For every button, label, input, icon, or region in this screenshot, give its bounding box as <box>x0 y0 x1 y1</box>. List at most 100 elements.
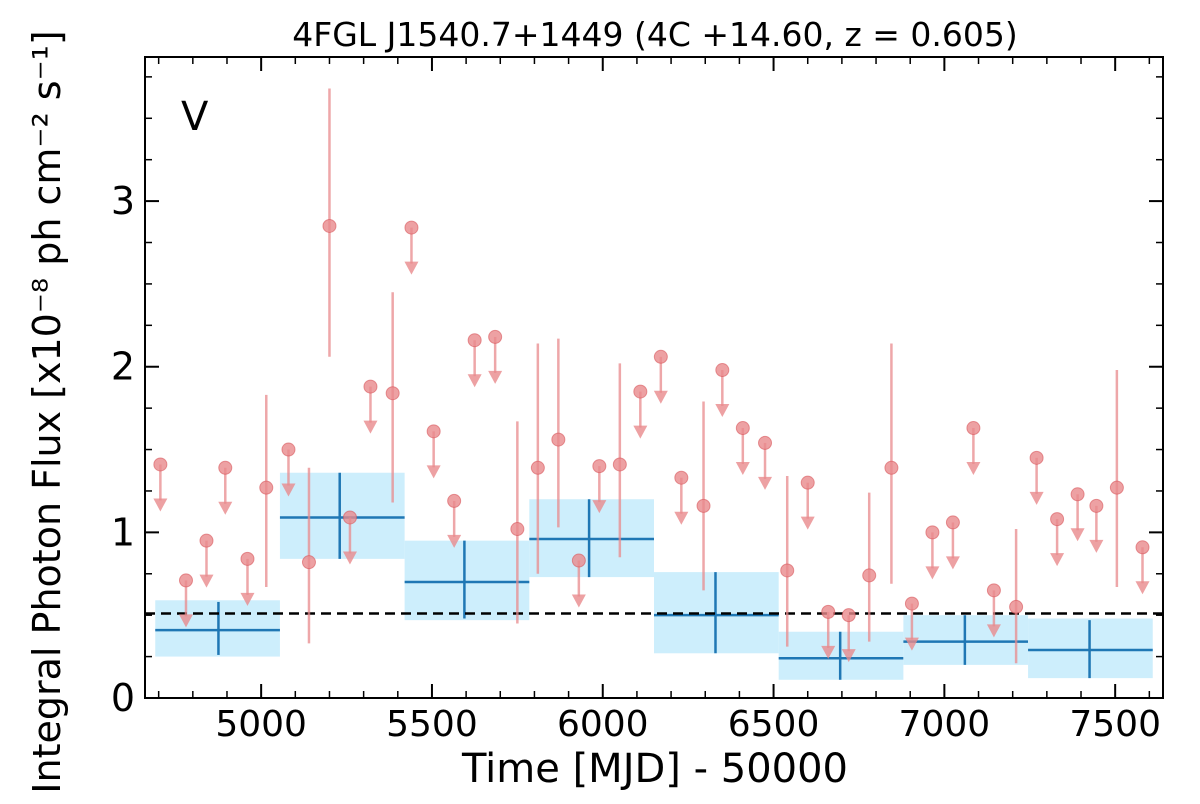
upper-limit-arrow-4 <box>240 592 255 606</box>
upper-limit-arrow-21 <box>800 516 815 530</box>
upper-limit-arrow-20 <box>758 476 773 490</box>
upper-limit-arrow-12 <box>488 370 503 384</box>
upper-limit-point-14 <box>592 459 607 474</box>
upper-limit-arrow-28 <box>986 624 1001 638</box>
y-tick-label-0: 0 <box>111 676 135 720</box>
upper-limit-point-6 <box>342 510 357 525</box>
detection-point-4 <box>510 522 525 537</box>
upper-limit-arrow-29 <box>1029 491 1044 505</box>
upper-limit-point-11 <box>467 333 482 348</box>
points-layer <box>153 88 1150 664</box>
upper-limit-point-8 <box>404 220 419 235</box>
x-tick-label-0: 5000 <box>215 704 307 745</box>
x-tick-label-3: 6500 <box>728 704 820 745</box>
x-tick-label-4: 7000 <box>899 704 991 745</box>
x-tick-label-5: 7500 <box>1069 704 1161 745</box>
upper-limit-arrow-24 <box>904 637 919 651</box>
bin-layer <box>155 472 1153 680</box>
upper-limit-arrow-32 <box>1089 539 1104 553</box>
upper-limit-arrow-13 <box>571 594 586 608</box>
upper-limit-arrow-9 <box>426 465 441 479</box>
upper-limit-point-5 <box>281 442 296 457</box>
detection-point-1 <box>301 555 316 570</box>
upper-limit-point-24 <box>904 596 919 611</box>
upper-limit-arrow-2 <box>199 574 214 588</box>
upper-limit-arrow-10 <box>447 534 462 548</box>
upper-limit-point-15 <box>633 384 648 399</box>
upper-limit-point-28 <box>986 583 1001 598</box>
upper-limit-point-0 <box>153 457 168 472</box>
upper-limit-point-2 <box>199 533 214 548</box>
upper-limit-point-31 <box>1070 487 1085 502</box>
upper-limit-arrow-3 <box>218 501 233 515</box>
detection-point-2 <box>322 218 337 233</box>
detection-point-0 <box>259 480 274 495</box>
upper-limit-arrow-31 <box>1070 528 1085 542</box>
upper-limit-point-13 <box>571 553 586 568</box>
upper-limit-point-16 <box>653 349 668 364</box>
upper-limit-point-12 <box>488 329 503 344</box>
x-tick-label-2: 6000 <box>557 704 649 745</box>
upper-limit-arrow-25 <box>925 566 940 580</box>
upper-limit-arrow-18 <box>715 404 730 418</box>
upper-limit-point-30 <box>1050 512 1065 527</box>
y-axis-label: Integral Photon Flux [x10⁻⁸ ph cm⁻² s⁻¹] <box>25 30 69 793</box>
upper-limit-point-22 <box>821 604 836 619</box>
upper-limit-point-26 <box>945 515 960 530</box>
upper-limit-arrow-0 <box>153 498 168 512</box>
upper-limit-point-29 <box>1029 450 1044 465</box>
bin-box-1 <box>279 472 405 559</box>
upper-limit-arrow-17 <box>674 511 689 525</box>
upper-limit-arrow-7 <box>363 420 378 434</box>
upper-limit-arrow-5 <box>281 483 296 497</box>
upper-limit-arrow-23 <box>841 649 856 663</box>
detection-point-8 <box>696 498 711 513</box>
upper-limit-point-4 <box>240 551 255 566</box>
upper-limit-point-10 <box>447 493 462 508</box>
upper-limit-point-1 <box>178 573 193 588</box>
upper-limit-point-7 <box>363 379 378 394</box>
detection-point-10 <box>862 568 877 583</box>
axes-layer: 5000 5500 6000 6500 7000 7500 0 1 2 3 <box>111 56 1164 745</box>
upper-limit-point-3 <box>218 460 233 475</box>
upper-limit-arrow-22 <box>821 645 836 659</box>
upper-limit-point-21 <box>800 475 815 490</box>
detection-point-11 <box>884 460 899 475</box>
x-tick-label-1: 5500 <box>386 704 478 745</box>
y-tick-label-3: 3 <box>111 179 135 223</box>
detection-point-3 <box>385 386 400 401</box>
upper-limit-arrow-14 <box>592 500 607 514</box>
upper-limit-point-23 <box>841 608 856 623</box>
x-axis-label: Time [MJD] - 50000 <box>461 746 848 792</box>
detection-point-5 <box>530 460 545 475</box>
y-tick-label-1: 1 <box>111 510 135 554</box>
upper-limit-point-19 <box>735 421 750 436</box>
upper-limit-arrow-30 <box>1050 553 1065 567</box>
panel-annotation: V <box>181 94 209 140</box>
plot-frame <box>144 56 1164 699</box>
upper-limit-arrow-27 <box>966 462 981 476</box>
upper-limit-point-9 <box>426 424 441 439</box>
upper-limit-point-20 <box>758 435 773 450</box>
upper-limit-point-25 <box>925 525 940 540</box>
detection-point-13 <box>1109 480 1124 495</box>
upper-limit-point-27 <box>966 421 981 436</box>
upper-limit-point-18 <box>715 363 730 378</box>
upper-limit-arrow-6 <box>342 551 357 565</box>
upper-limit-point-17 <box>674 470 689 485</box>
upper-limit-arrow-26 <box>945 556 960 570</box>
y-tick-label-2: 2 <box>111 345 135 389</box>
upper-limit-arrow-15 <box>633 425 648 439</box>
upper-limit-point-33 <box>1135 540 1150 555</box>
upper-limit-arrow-16 <box>653 390 668 404</box>
detection-point-12 <box>1009 599 1024 614</box>
upper-limit-arrow-11 <box>467 374 482 388</box>
upper-limit-arrow-8 <box>404 261 419 275</box>
upper-limit-point-32 <box>1089 498 1104 513</box>
detection-point-7 <box>612 457 627 472</box>
chart-title: 4FGL J1540.7+1449 (4C +14.60, z = 0.605) <box>292 15 1018 54</box>
upper-limit-arrow-1 <box>178 614 193 628</box>
bin-box-2 <box>404 540 530 621</box>
